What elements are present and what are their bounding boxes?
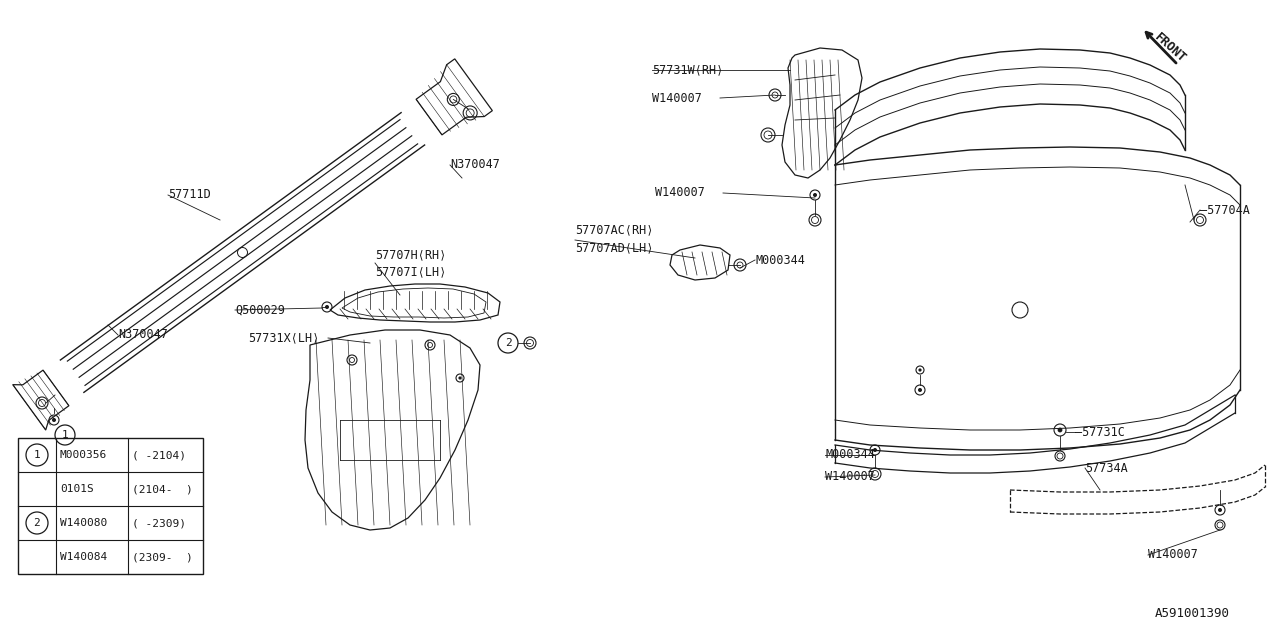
Bar [18, 438, 204, 574]
Text: 0101S: 0101S [60, 484, 93, 494]
Text: 57731X⟨LH⟩: 57731X⟨LH⟩ [248, 332, 319, 344]
Text: M000344: M000344 [755, 253, 805, 266]
Text: 2: 2 [33, 518, 41, 528]
Text: 57707I⟨LH⟩: 57707I⟨LH⟩ [375, 266, 447, 278]
Text: M000356: M000356 [60, 450, 108, 460]
Text: A591001390: A591001390 [1155, 607, 1230, 620]
Text: (2104-  ): (2104- ) [132, 484, 193, 494]
Text: ( -2309): ( -2309) [132, 518, 186, 528]
Text: M000344: M000344 [826, 449, 874, 461]
Text: 2: 2 [504, 338, 512, 348]
Text: Q500029: Q500029 [236, 303, 285, 317]
Text: FRONT: FRONT [1152, 31, 1189, 65]
Text: W140007: W140007 [655, 186, 705, 200]
Text: (2309-  ): (2309- ) [132, 552, 193, 562]
Text: W140007: W140007 [826, 470, 874, 483]
Text: W140084: W140084 [60, 552, 108, 562]
Text: W140080: W140080 [60, 518, 108, 528]
Text: N370047: N370047 [118, 328, 168, 342]
Text: 57711D: 57711D [168, 189, 211, 202]
Circle shape [918, 388, 922, 392]
Circle shape [873, 448, 877, 452]
Text: 57707H⟨RH⟩: 57707H⟨RH⟩ [375, 248, 447, 262]
Text: —57731C: —57731C [1075, 426, 1125, 438]
Circle shape [325, 305, 329, 309]
Circle shape [52, 418, 56, 422]
Text: N370047: N370047 [451, 159, 500, 172]
Circle shape [1057, 428, 1062, 433]
Circle shape [458, 376, 462, 380]
Circle shape [919, 369, 922, 372]
Text: 1: 1 [61, 430, 68, 440]
Text: ( -2104): ( -2104) [132, 450, 186, 460]
Text: 57707AC⟨RH⟩: 57707AC⟨RH⟩ [575, 223, 653, 237]
Text: 57707AD⟨LH⟩: 57707AD⟨LH⟩ [575, 241, 653, 255]
Text: —57704A: —57704A [1201, 204, 1249, 216]
Text: 57731W⟨RH⟩: 57731W⟨RH⟩ [652, 63, 723, 77]
Text: 1: 1 [33, 450, 41, 460]
Text: W140007: W140007 [1148, 548, 1198, 561]
Circle shape [1219, 508, 1222, 512]
Text: W140007: W140007 [652, 92, 701, 104]
Circle shape [813, 193, 817, 197]
Text: 57734A: 57734A [1085, 461, 1128, 474]
